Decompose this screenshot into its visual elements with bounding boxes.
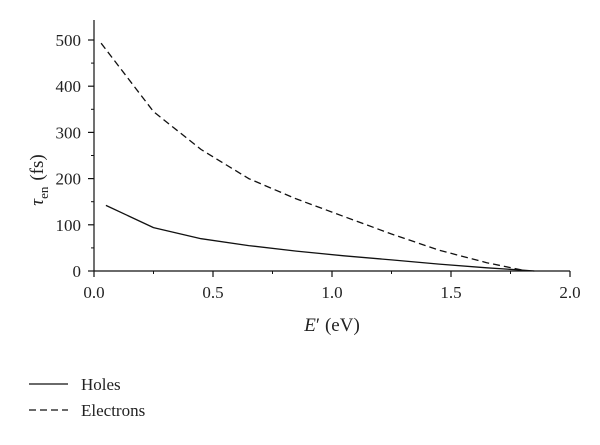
axes	[93, 20, 570, 272]
x-tick-label: 0.0	[83, 283, 104, 302]
y-tick-label: 200	[56, 170, 82, 189]
legend-label-holes: Holes	[81, 375, 121, 394]
y-axis-symbol: τ	[27, 198, 48, 206]
legend-label-electrons: Electrons	[81, 401, 145, 420]
x-axis-symbol: E	[303, 315, 316, 336]
x-axis-label: E′ (eV)	[303, 315, 360, 336]
legend: Holes Electrons	[29, 375, 145, 420]
x-tick-label: 2.0	[559, 283, 580, 302]
series-line-holes	[105, 204, 535, 272]
y-axis-label: τen (fs)	[27, 154, 51, 205]
y-tick-label: 300	[56, 123, 82, 142]
y-tick-label: 100	[56, 216, 82, 235]
x-axis-unit: (eV)	[325, 315, 360, 336]
y-axis-unit: (fs)	[27, 154, 48, 180]
y-tick-label: 400	[56, 77, 82, 96]
series-layer	[100, 42, 535, 272]
y-axis-subscript: en	[36, 186, 51, 199]
x-ticks: 0.0 0.5 1.0 1.5 2.0	[83, 271, 581, 302]
x-tick-label: 1.5	[440, 283, 461, 302]
y-tick-label: 0	[73, 262, 82, 281]
x-tick-label: 1.0	[321, 283, 342, 302]
x-axis-prime: ′	[316, 315, 320, 336]
y-ticks: 0 100 200 300 400 500	[56, 31, 94, 281]
series-line-electrons	[100, 42, 523, 271]
y-tick-label: 500	[56, 31, 82, 50]
x-tick-label: 0.5	[202, 283, 223, 302]
